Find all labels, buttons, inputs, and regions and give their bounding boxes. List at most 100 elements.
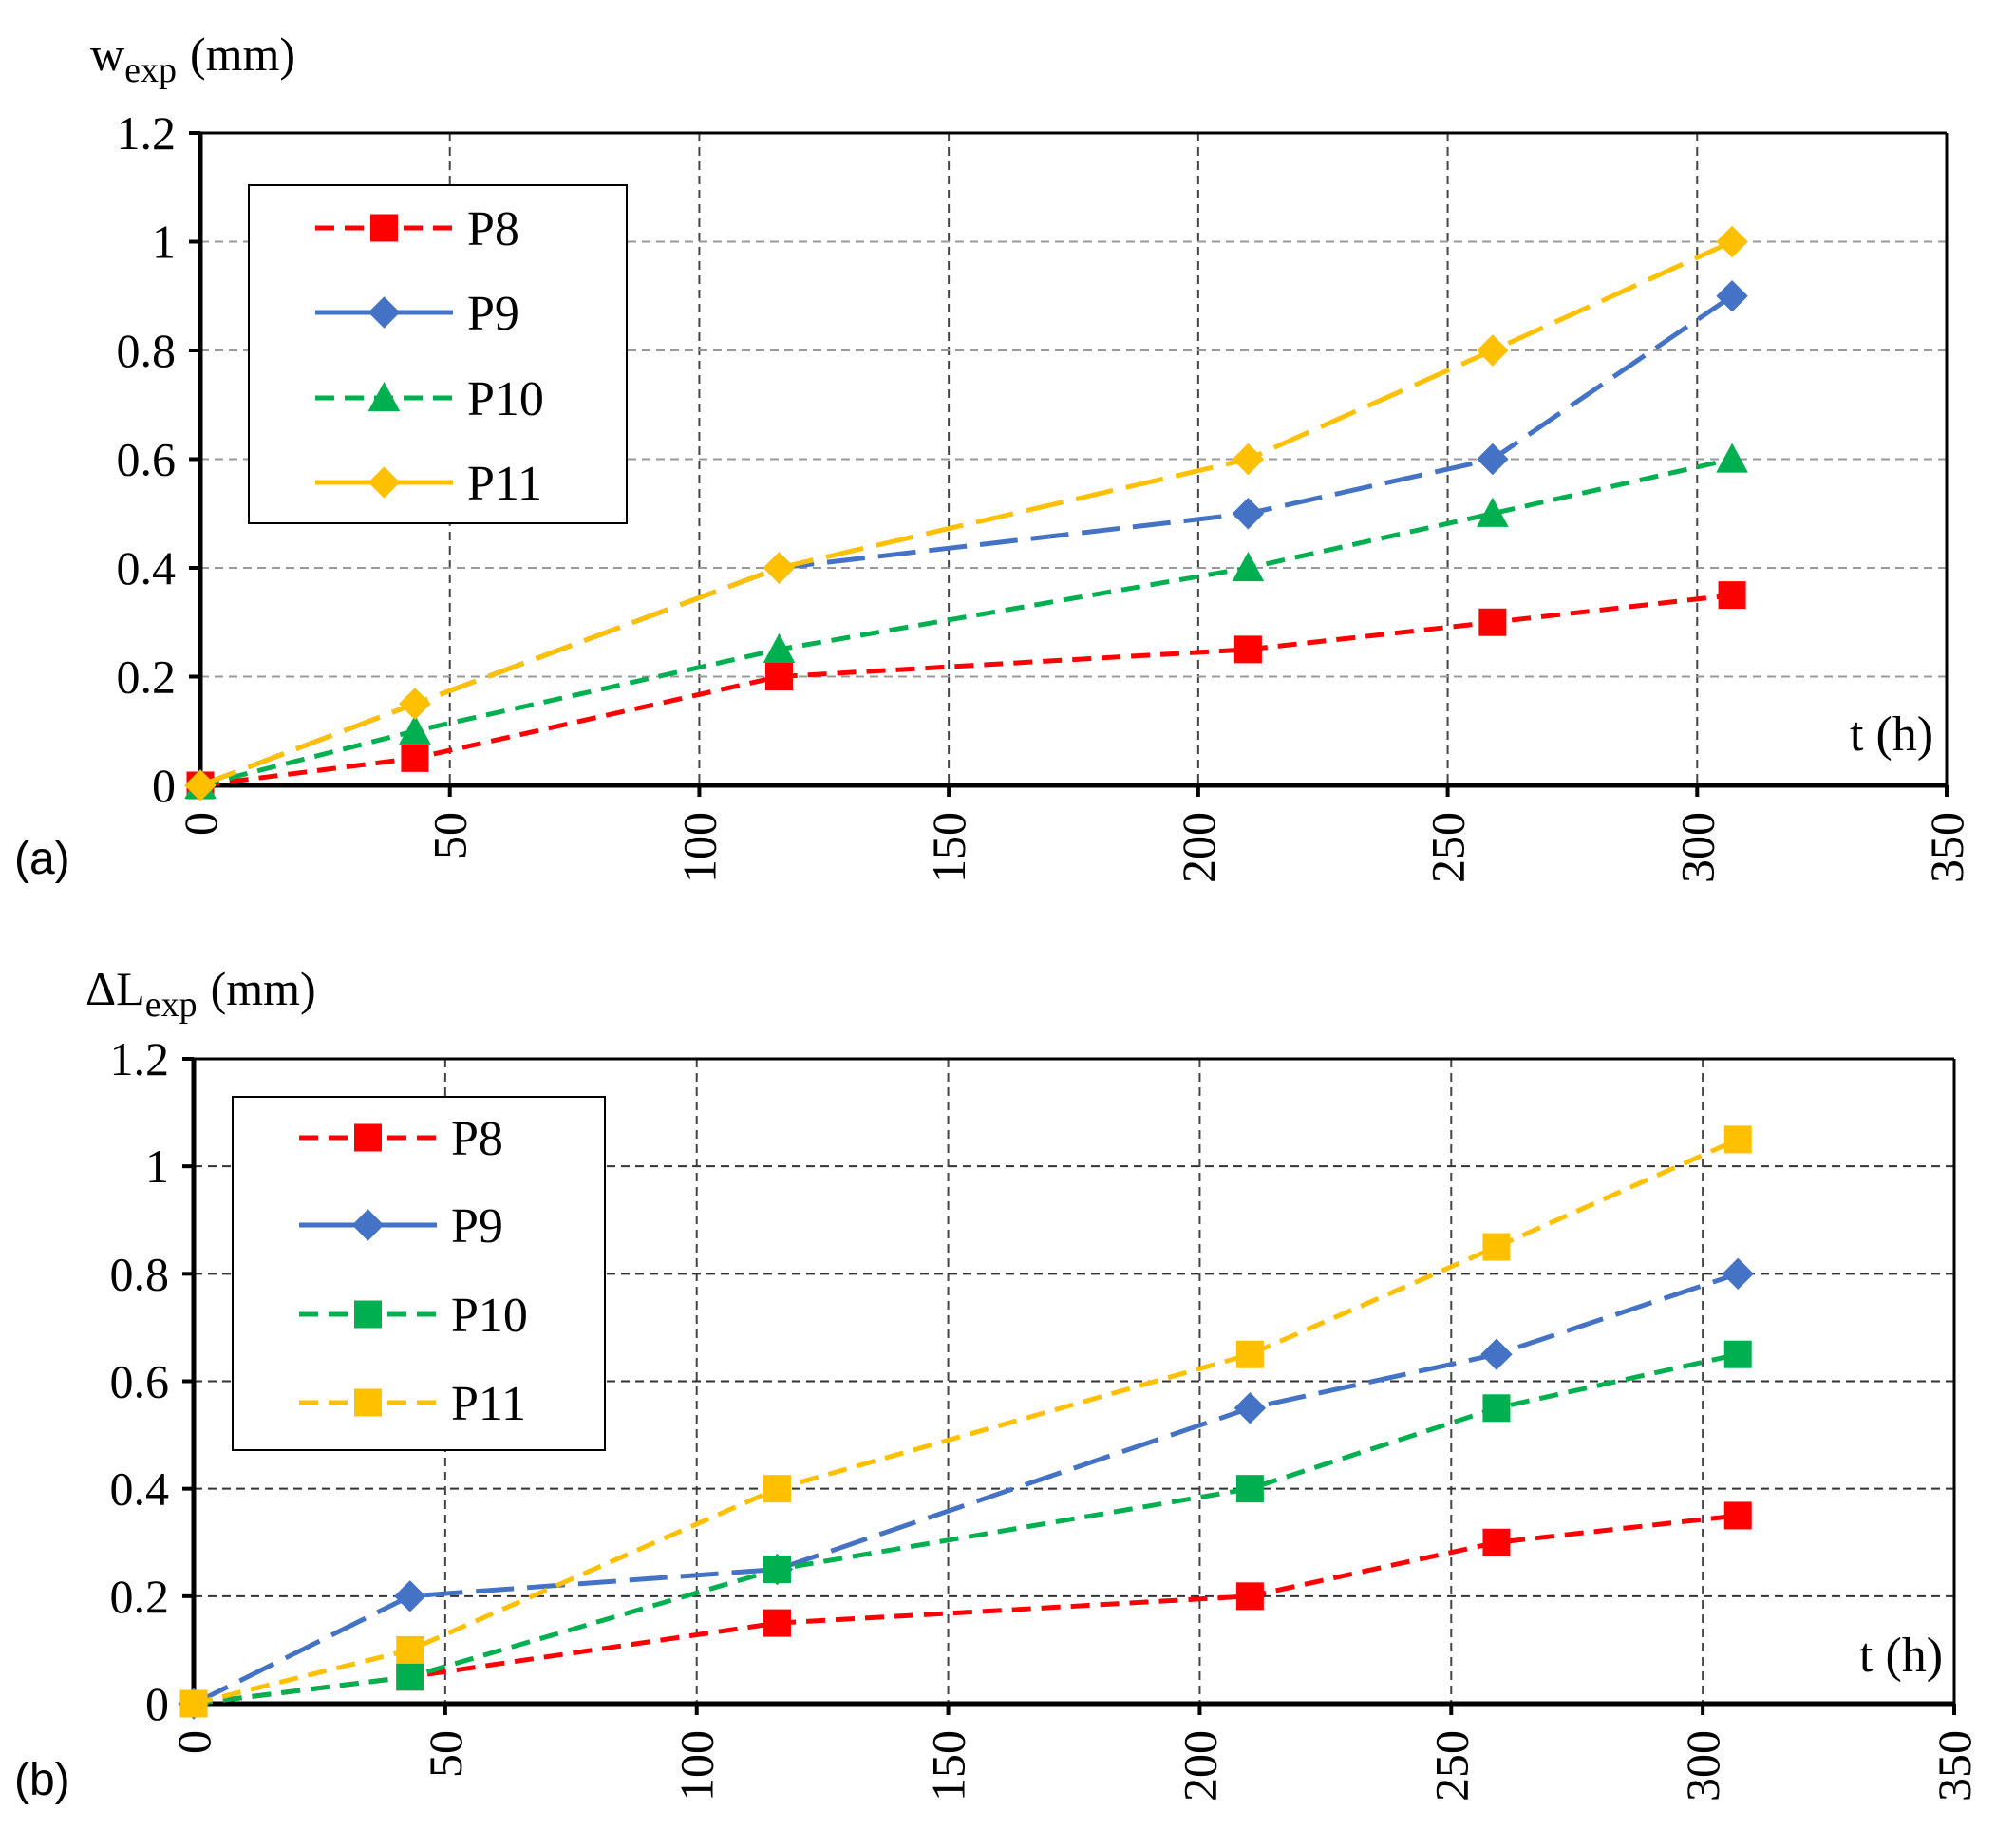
data-point bbox=[1723, 1501, 1752, 1530]
legend-marker bbox=[351, 1209, 385, 1241]
data-point bbox=[1235, 1582, 1264, 1611]
x-tick-label: 0 bbox=[174, 812, 227, 836]
x-tick-label: 100 bbox=[670, 1730, 724, 1801]
legend-item-p10: P10 bbox=[299, 1289, 528, 1343]
legend: P8 P9 P10 P11 bbox=[232, 1096, 606, 1451]
series-p10 bbox=[179, 1340, 1752, 1718]
data-point bbox=[1482, 1528, 1511, 1556]
legend-item-p11: P11 bbox=[315, 457, 542, 511]
series-p8 bbox=[186, 581, 1746, 800]
y-axis-label-unit: (mm) bbox=[190, 28, 295, 81]
legend-label: P11 bbox=[451, 1377, 526, 1431]
x-tick-label: 250 bbox=[1422, 812, 1475, 883]
panel-label: (a) bbox=[14, 834, 70, 884]
x-tick-label: 300 bbox=[1676, 1730, 1729, 1801]
y-tick-label: 0.6 bbox=[110, 1355, 170, 1408]
data-point bbox=[1477, 334, 1509, 367]
legend-label: P8 bbox=[451, 1112, 503, 1166]
series-line bbox=[192, 1271, 1740, 1707]
data-point bbox=[764, 663, 793, 690]
x-tick-label: 50 bbox=[419, 1730, 472, 1778]
data-point bbox=[1233, 635, 1262, 664]
x-tick-label: 350 bbox=[1928, 1730, 1981, 1801]
y-tick-label: 1.2 bbox=[110, 1032, 170, 1085]
y-axis-label: wexp (mm) bbox=[90, 28, 295, 90]
data-point bbox=[1232, 551, 1265, 582]
data-point bbox=[1716, 225, 1748, 258]
chart-a: 0 0.2 0.4 0.6 0.8 1 1.2 0 50 100 150 200 250 300 350 we… bbox=[14, 28, 1973, 884]
y-tick-label: 0 bbox=[145, 1677, 169, 1730]
y-axis-label-sub: exp bbox=[145, 985, 198, 1025]
data-point bbox=[399, 714, 431, 745]
legend-marker bbox=[370, 214, 398, 242]
legend-label: P8 bbox=[467, 202, 519, 256]
data-point bbox=[1232, 443, 1265, 476]
legend-box bbox=[248, 184, 628, 524]
legend-item-p9: P9 bbox=[315, 287, 519, 341]
data-point bbox=[763, 1556, 791, 1584]
legend-item-p9: P9 bbox=[299, 1199, 503, 1254]
series-p11 bbox=[184, 225, 1748, 801]
y-tick-label: 0.4 bbox=[110, 1462, 170, 1516]
data-point bbox=[1723, 1125, 1752, 1154]
data-point bbox=[184, 769, 217, 801]
legend-marker bbox=[354, 1123, 382, 1152]
legend-box bbox=[232, 1096, 606, 1451]
series-line bbox=[193, 1351, 1739, 1707]
data-point bbox=[394, 1580, 426, 1612]
y-tick-label: 0.8 bbox=[117, 324, 177, 377]
data-point bbox=[396, 1635, 424, 1664]
y-axis-label-main: ΔL bbox=[85, 962, 145, 1015]
x-tick-label: 0 bbox=[167, 1730, 220, 1754]
x-tick-label: 150 bbox=[922, 812, 975, 883]
data-point bbox=[763, 1609, 791, 1637]
legend-item-p8: P8 bbox=[315, 202, 519, 256]
y-tick-label: 1.2 bbox=[117, 106, 177, 160]
x-tick-label: 300 bbox=[1670, 812, 1723, 883]
data-point bbox=[763, 632, 796, 663]
y-tick-label: 0.2 bbox=[117, 651, 177, 704]
y-axis-label-main: w bbox=[90, 28, 124, 81]
legend-item-p11: P11 bbox=[299, 1377, 526, 1431]
series-line bbox=[199, 593, 1733, 788]
panel-label: (b) bbox=[14, 1755, 70, 1805]
chart-b: 0 0.2 0.4 0.6 0.8 1 1.2 0 50 100 150 200 250 300 350 ΔL… bbox=[14, 962, 1981, 1805]
y-tick-label: 0.6 bbox=[117, 433, 177, 486]
x-tick-label: 250 bbox=[1424, 1730, 1478, 1801]
data-point bbox=[763, 552, 796, 584]
x-tick-label: 50 bbox=[424, 812, 477, 859]
legend-marker bbox=[367, 466, 401, 499]
data-point bbox=[1718, 581, 1746, 610]
data-point bbox=[1482, 1233, 1511, 1261]
x-axis-label: t (h) bbox=[1850, 707, 1933, 762]
data-point bbox=[1232, 498, 1265, 530]
legend-label: P9 bbox=[467, 287, 519, 341]
legend-label: P11 bbox=[467, 457, 542, 511]
x-tick-label: 200 bbox=[1172, 812, 1225, 883]
y-tick-label: 0.2 bbox=[110, 1570, 170, 1623]
data-point bbox=[1716, 443, 1748, 473]
data-point bbox=[1723, 1340, 1752, 1368]
data-point bbox=[1716, 280, 1748, 312]
y-tick-label: 0.4 bbox=[117, 541, 177, 594]
legend-marker bbox=[367, 296, 401, 329]
legend-label: P10 bbox=[467, 372, 544, 426]
data-point bbox=[396, 1663, 424, 1691]
data-point bbox=[1477, 497, 1509, 527]
legend-marker bbox=[367, 381, 401, 412]
data-point bbox=[1482, 1394, 1511, 1423]
data-point bbox=[1233, 1392, 1267, 1424]
x-tick-label: 200 bbox=[1173, 1730, 1226, 1801]
y-axis-label-sub: exp bbox=[124, 50, 177, 90]
x-tick-label: 150 bbox=[922, 1730, 975, 1801]
y-tick-label: 1 bbox=[145, 1140, 169, 1193]
data-point bbox=[1477, 443, 1509, 476]
data-point bbox=[179, 1689, 208, 1718]
series-line bbox=[199, 457, 1733, 788]
legend-label: P10 bbox=[451, 1289, 528, 1343]
legend-marker bbox=[354, 1388, 382, 1417]
x-axis-label: t (h) bbox=[1859, 1629, 1943, 1683]
data-point bbox=[1478, 608, 1507, 636]
series-line bbox=[199, 239, 1734, 788]
